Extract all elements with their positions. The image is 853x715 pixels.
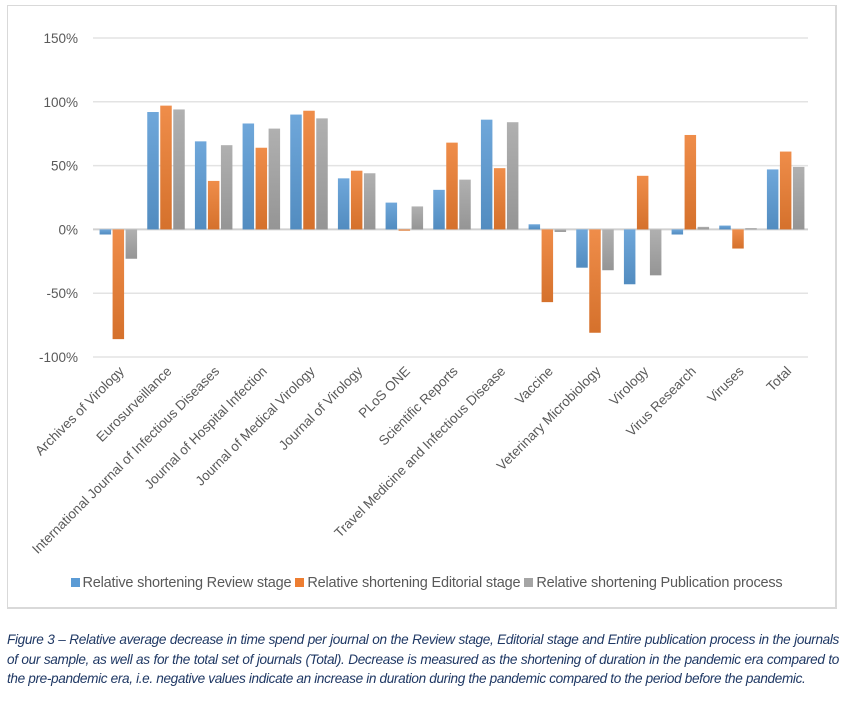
legend-label: Relative shortening Publication process <box>536 575 783 591</box>
x-tick-label: Archives of Virology <box>32 363 127 458</box>
bar-relative-shortening-publication-process <box>554 229 567 232</box>
bar-relative-shortening-editorial-stage <box>303 110 315 230</box>
bar-relative-shortening-editorial-stage <box>732 229 744 249</box>
y-tick-label: 50% <box>51 159 78 174</box>
bar-relative-shortening-editorial-stage <box>446 142 458 230</box>
chart-frame <box>7 5 837 609</box>
legend-swatch <box>295 578 305 587</box>
bar-relative-shortening-review-stage <box>528 224 541 230</box>
bar-relative-shortening-review-stage <box>433 189 445 230</box>
x-axis-ticks: Archives of VirologyEurosurveillanceInte… <box>29 363 794 556</box>
bar-relative-shortening-publication-process <box>316 118 328 230</box>
bar-relative-shortening-editorial-stage <box>160 105 172 230</box>
bar-relative-shortening-publication-process <box>602 229 614 271</box>
bar-relative-shortening-review-stage <box>671 229 684 235</box>
x-tick-label: Virology <box>606 363 651 408</box>
legend: Relative shortening Review stage Relative… <box>0 575 853 591</box>
bar-relative-shortening-editorial-stage <box>779 151 792 230</box>
bar-relative-shortening-publication-process <box>411 206 424 230</box>
bar-relative-shortening-review-stage <box>99 229 112 235</box>
bar-relative-shortening-publication-process <box>125 229 138 259</box>
legend-swatch <box>70 578 80 587</box>
legend-item: Relative shortening Review stage <box>70 575 292 591</box>
y-tick-label: -100% <box>39 350 78 365</box>
y-tick-label: 150% <box>43 31 78 46</box>
bar-relative-shortening-editorial-stage <box>636 175 649 230</box>
bar-relative-shortening-publication-process <box>268 128 281 230</box>
gridlines <box>93 37 808 358</box>
bar-relative-shortening-publication-process <box>220 145 233 230</box>
bar-relative-shortening-editorial-stage <box>493 168 506 230</box>
bar-relative-shortening-publication-process <box>745 228 757 230</box>
x-tick-label: Vaccine <box>512 364 556 408</box>
bar-relative-shortening-review-stage <box>766 169 779 230</box>
bar-relative-shortening-review-stage <box>719 225 731 230</box>
legend-item: Relative shortening Editorial stage <box>295 575 521 591</box>
figure-caption: Figure 3 – Relative average decrease in … <box>7 632 839 686</box>
bar-relative-shortening-editorial-stage <box>684 134 697 230</box>
bar-relative-shortening-publication-process <box>173 109 185 230</box>
bar-relative-shortening-publication-process <box>792 166 805 230</box>
bars <box>99 105 805 340</box>
bar-relative-shortening-review-stage <box>290 114 302 230</box>
bar-relative-shortening-review-stage <box>337 178 350 230</box>
y-tick-label: 100% <box>43 95 78 110</box>
bar-relative-shortening-editorial-stage <box>589 229 601 333</box>
x-tick-label: Journal of Virology <box>276 363 366 453</box>
bar-relative-shortening-review-stage <box>576 229 588 268</box>
bar-relative-shortening-review-stage <box>480 119 493 230</box>
legend-label: Relative shortening Review stage <box>82 575 292 591</box>
bar-relative-shortening-publication-process <box>506 122 519 230</box>
bar-relative-shortening-editorial-stage <box>255 147 268 230</box>
bar-relative-shortening-publication-process <box>697 226 710 230</box>
bar-relative-shortening-review-stage <box>242 123 255 230</box>
bar-relative-shortening-editorial-stage <box>541 229 554 303</box>
x-tick-label: Viruses <box>704 363 746 405</box>
bar-relative-shortening-review-stage <box>623 229 636 285</box>
bar-relative-shortening-editorial-stage <box>398 229 411 231</box>
y-axis-ticks: 150% 100% 50% 0% -50% -100% <box>39 31 78 365</box>
y-tick-label: -50% <box>46 286 78 301</box>
bar-chart: 150% 100% 50% 0% -50% -100% Archives of Virol… <box>29 31 808 557</box>
y-tick-label: 0% <box>58 222 78 237</box>
bar-relative-shortening-review-stage <box>385 202 398 230</box>
x-tick-label: Total <box>764 364 795 395</box>
x-tick-label: Travel Medicine and Infectious Disease <box>331 364 508 541</box>
bar-relative-shortening-publication-process <box>459 179 471 230</box>
legend-swatch <box>524 578 534 587</box>
x-tick-label: International Journal of Infectious Dise… <box>29 363 222 556</box>
bar-relative-shortening-editorial-stage <box>112 229 125 340</box>
bar-relative-shortening-review-stage <box>194 141 207 230</box>
bar-relative-shortening-editorial-stage <box>207 180 220 230</box>
bar-relative-shortening-review-stage <box>147 112 159 230</box>
bar-relative-shortening-publication-process <box>649 229 662 276</box>
legend-label: Relative shortening Editorial stage <box>307 575 521 591</box>
bar-relative-shortening-editorial-stage <box>350 170 363 230</box>
bar-relative-shortening-publication-process <box>363 173 376 230</box>
legend-item: Relative shortening Publication process <box>524 575 783 591</box>
